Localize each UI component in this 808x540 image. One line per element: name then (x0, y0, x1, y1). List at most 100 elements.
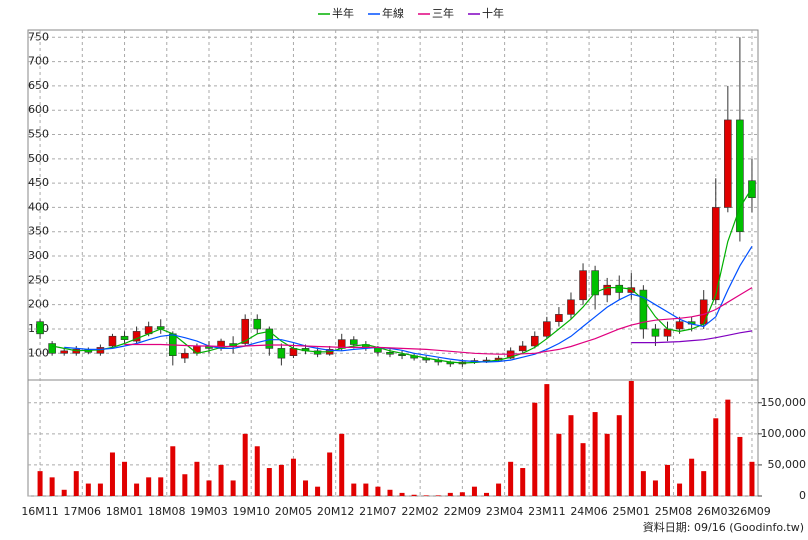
x-tick-label: 21M07 (359, 505, 397, 518)
candle-body (48, 343, 56, 354)
y-tick-label: 400 (28, 200, 49, 213)
legend-label: 半年 (332, 6, 354, 20)
volume-bar (652, 480, 658, 496)
x-tick-label: 25M01 (613, 505, 651, 518)
y-tick-label: 350 (28, 225, 49, 238)
candle-body (386, 351, 394, 355)
candle-body (193, 345, 201, 354)
y-tick-label: 550 (28, 128, 49, 141)
y2-tick-label: 100,000 (761, 427, 807, 440)
volume-bar (290, 458, 296, 496)
legend-label: 十年 (482, 6, 504, 20)
volume-bar (170, 446, 176, 496)
candle-body (603, 284, 611, 296)
candle-body (181, 352, 189, 359)
x-tick-label: 23M04 (486, 505, 524, 518)
candle-body (543, 321, 551, 337)
candle-body (253, 318, 262, 330)
volume-bar (158, 477, 164, 496)
candle-body (60, 350, 68, 354)
volume-bar (592, 412, 598, 496)
candle-body (36, 321, 44, 335)
y-tick-label: 750 (28, 30, 49, 43)
y-tick-label: 200 (28, 298, 49, 311)
volume-bar (496, 483, 502, 496)
volume-bar (508, 461, 514, 496)
volume-bar (266, 468, 272, 496)
candle-body (591, 270, 599, 296)
x-tick-label: 20M12 (317, 505, 355, 518)
candle-body (241, 318, 249, 344)
x-tick-label: 20M05 (275, 505, 313, 518)
candle-body (736, 119, 744, 233)
ma-line (51, 187, 753, 364)
volume-bar (616, 415, 622, 496)
candle-body (108, 335, 117, 347)
candle-body (627, 287, 636, 293)
volume-bar (49, 477, 55, 496)
legend-label: 三年 (432, 6, 454, 20)
volume-bar (278, 464, 284, 496)
volume-bar (206, 480, 212, 496)
ma-line (124, 287, 753, 355)
ma-line (64, 245, 753, 363)
volume-bar (218, 464, 224, 496)
x-tick-label: 23M11 (528, 505, 566, 518)
candle-body (615, 284, 624, 293)
volume-bar (520, 468, 526, 496)
candle-body (518, 345, 527, 352)
legend-label: 年線 (382, 6, 404, 20)
candle-body (675, 321, 684, 330)
volume-bar (725, 399, 731, 496)
volume-bar (749, 461, 755, 496)
candle-body (555, 314, 563, 322)
x-tick-label: 26M09 (733, 505, 771, 518)
volume-bar (109, 452, 115, 496)
volume-bar (604, 433, 610, 496)
x-tick-label: 17M06 (64, 505, 102, 518)
y2-tick-label: 150,000 (761, 396, 807, 409)
volume-bar (556, 433, 562, 496)
volume-bar (484, 492, 490, 496)
volume-bar (411, 494, 417, 496)
y2-tick-label: 0 (799, 489, 806, 502)
footer: 資料日期: 09/16 (Goodinfo.tw) (643, 520, 804, 534)
y-tick-label: 100 (28, 346, 49, 359)
y2-tick-label: 50,000 (768, 458, 807, 471)
volume-bar (713, 418, 719, 496)
volume-bar (387, 489, 393, 496)
candle-body (120, 335, 129, 340)
x-tick-label: 26M03 (697, 505, 735, 518)
y-tick-label: 500 (28, 152, 49, 165)
candle-body (349, 339, 358, 345)
volume-bar (61, 489, 67, 496)
y-tick-label: 300 (28, 249, 49, 262)
volume-bar (351, 483, 357, 496)
volume-bar (97, 483, 103, 496)
volume-bar (339, 433, 345, 496)
y-tick-label: 250 (28, 273, 49, 286)
volume-bar (399, 492, 405, 496)
volume-bar (580, 443, 586, 496)
volume-bar (628, 381, 634, 496)
candle-body (132, 331, 141, 342)
volume-bar (73, 471, 79, 496)
candle-body (289, 348, 298, 356)
candle-body (724, 119, 732, 208)
volume-bar (37, 471, 43, 496)
y-tick-label: 650 (28, 79, 49, 92)
candle-body (579, 270, 587, 301)
candle-body (313, 350, 322, 355)
volume-bar (447, 492, 453, 496)
x-tick-label: 16M11 (21, 505, 59, 518)
volume-bar (665, 464, 671, 496)
volume-bar (532, 402, 538, 496)
candle-body (265, 328, 274, 349)
ma-line (631, 330, 753, 344)
volume-bar (146, 477, 152, 496)
volume-bar (194, 461, 200, 496)
x-tick-label: 24M06 (570, 505, 608, 518)
x-tick-label: 22M09 (444, 505, 482, 518)
volume-bar (435, 495, 441, 496)
volume-bar (182, 474, 188, 496)
